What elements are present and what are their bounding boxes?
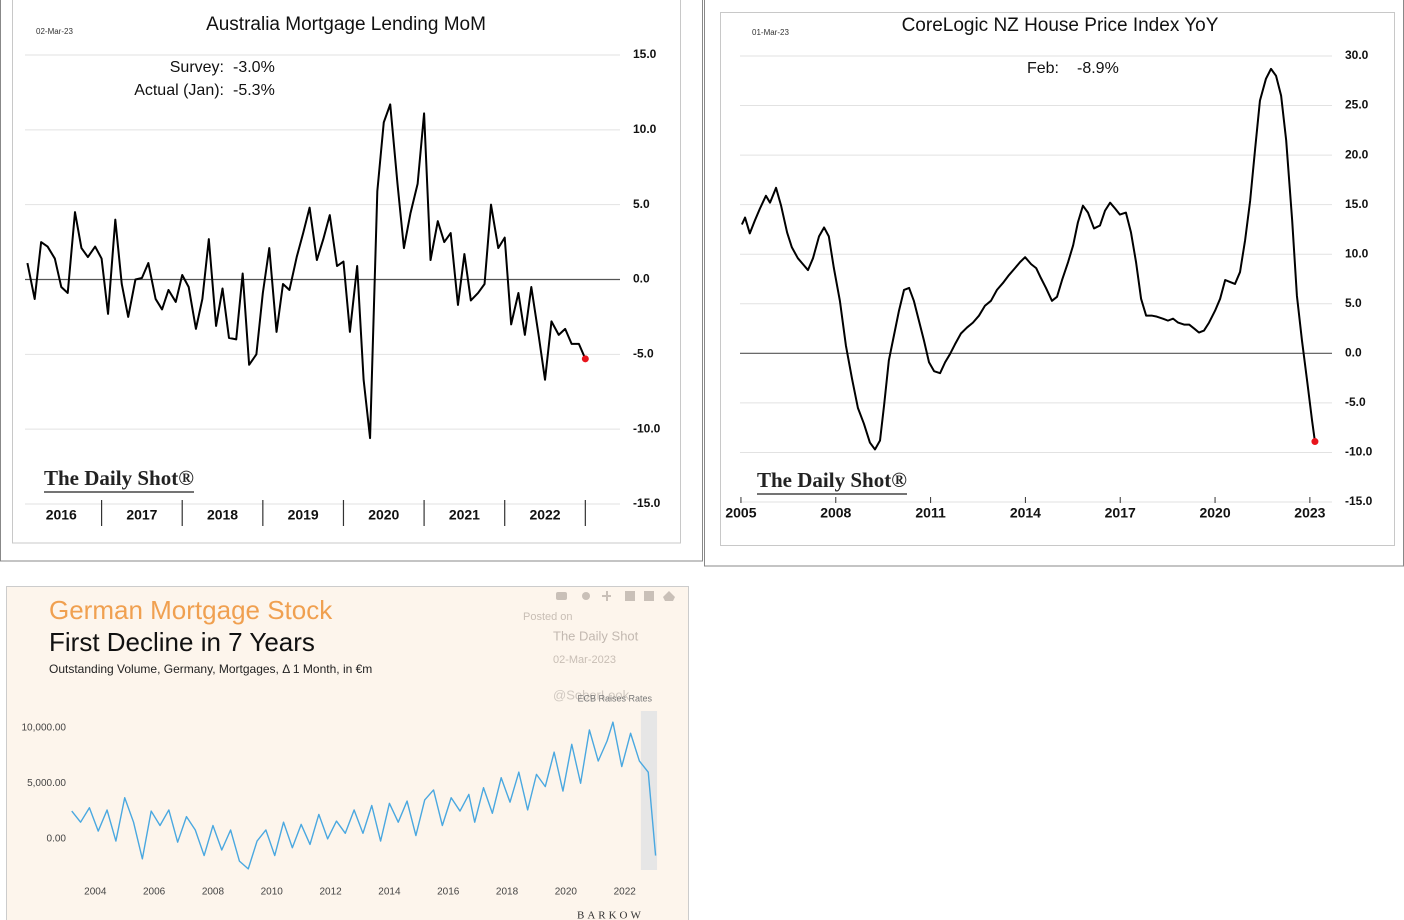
x-tick-label: 2018 [207, 507, 238, 523]
y-tick-label: 0.0 [633, 272, 650, 286]
x-tick-label: 2021 [449, 507, 480, 523]
watermark: The Daily Shot® [757, 468, 907, 492]
y-tick-label: 15.0 [1345, 197, 1369, 211]
data-line [26, 103, 587, 440]
posted: The Daily Shot [553, 628, 639, 643]
x-tick-label: 2008 [820, 505, 851, 521]
annotation-value: -3.0% [233, 59, 275, 76]
x-tick-label: 2006 [143, 887, 166, 898]
data-line [740, 67, 1316, 451]
panel [6, 586, 689, 920]
last-point [1311, 438, 1319, 446]
x-tick-label: 2018 [496, 887, 519, 898]
watermark: The Daily Shot® [44, 466, 194, 490]
chart-title: Australia Mortgage Lending MoM [206, 14, 486, 35]
chart-frame [12, 0, 681, 544]
x-tick-label: 2005 [725, 505, 756, 521]
x-tick-label: 2010 [261, 887, 284, 898]
chart-title: CoreLogic NZ House Price Index YoY [902, 15, 1219, 36]
chart-frame [720, 12, 1395, 546]
x-tick-label: 2019 [288, 507, 319, 523]
y-tick-label: -5.0 [633, 347, 654, 361]
y-tick-label: 5.0 [1345, 296, 1362, 310]
date: 01-Mar-23 [752, 28, 789, 37]
y-tick-label: 20.0 [1345, 147, 1369, 161]
date: 02-Mar-23 [36, 27, 73, 36]
x-tick-label: 2020 [1199, 505, 1230, 521]
x-tick-label: 2014 [1010, 505, 1041, 521]
x-tick-label: 2023 [1294, 505, 1325, 521]
y-tick-label: -15.0 [1345, 494, 1373, 508]
x-tick-label: 2022 [614, 887, 637, 898]
x-tick-label: 2004 [84, 887, 107, 898]
x-tick-label: 2020 [368, 507, 399, 523]
y-tick-label: 10,000.00 [22, 722, 67, 733]
posted: 02-Mar-2023 [553, 654, 616, 666]
x-tick-label: 2011 [915, 505, 946, 521]
handle: @SoberLook [553, 687, 630, 702]
chart-title: German Mortgage Stock [49, 595, 333, 625]
annotation-value: -8.9% [1077, 60, 1119, 77]
annotation-label: Feb: [1027, 60, 1059, 77]
x-tick-label: 2020 [555, 887, 578, 898]
annotation-label: Survey: [170, 59, 224, 76]
y-tick-label: 15.0 [633, 47, 657, 61]
y-tick-label: 25.0 [1345, 98, 1369, 112]
event-label: ECB Raises Rates [577, 693, 652, 703]
data-line [71, 721, 657, 870]
caption: Outstanding Volume, Germany, Mortgages, … [49, 662, 372, 676]
x-tick-label: 2017 [126, 507, 157, 523]
source: BARKOW [577, 910, 644, 920]
annotation-label: Actual (Jan): [134, 82, 224, 99]
y-tick-label: 5,000.00 [27, 778, 66, 789]
posted: Posted on [523, 611, 573, 623]
x-tick-label: 2008 [202, 887, 225, 898]
x-tick-label: 2016 [437, 887, 460, 898]
last-point [581, 355, 589, 363]
y-tick-label: -10.0 [633, 421, 661, 435]
charts: 15.0 10.0 5.0 0.0 -5.0 -10.0 -15.0 2016 2017 2018… [22, 47, 1373, 897]
y-tick-label: -15.0 [633, 496, 661, 510]
y-tick-label: -10.0 [1345, 445, 1373, 459]
y-tick-label: 5.0 [633, 197, 650, 211]
toolbar [556, 591, 675, 601]
y-tick-label: 30.0 [1345, 48, 1369, 62]
x-tick-label: 2016 [46, 507, 77, 523]
y-tick-label: 0.0 [1345, 346, 1362, 360]
x-tick-label: 2017 [1105, 505, 1136, 521]
x-tick-label: 2012 [319, 887, 342, 898]
y-tick-label: 10.0 [1345, 246, 1369, 260]
x-tick-label: 2022 [529, 507, 560, 523]
y-tick-label: -5.0 [1345, 395, 1366, 409]
annotation-value: -5.3% [233, 82, 275, 99]
y-tick-label: 10.0 [633, 122, 657, 136]
y-tick-label: 0.00 [47, 834, 67, 845]
chart-subtitle: First Decline in 7 Years [49, 627, 315, 657]
x-tick-label: 2014 [378, 887, 401, 898]
